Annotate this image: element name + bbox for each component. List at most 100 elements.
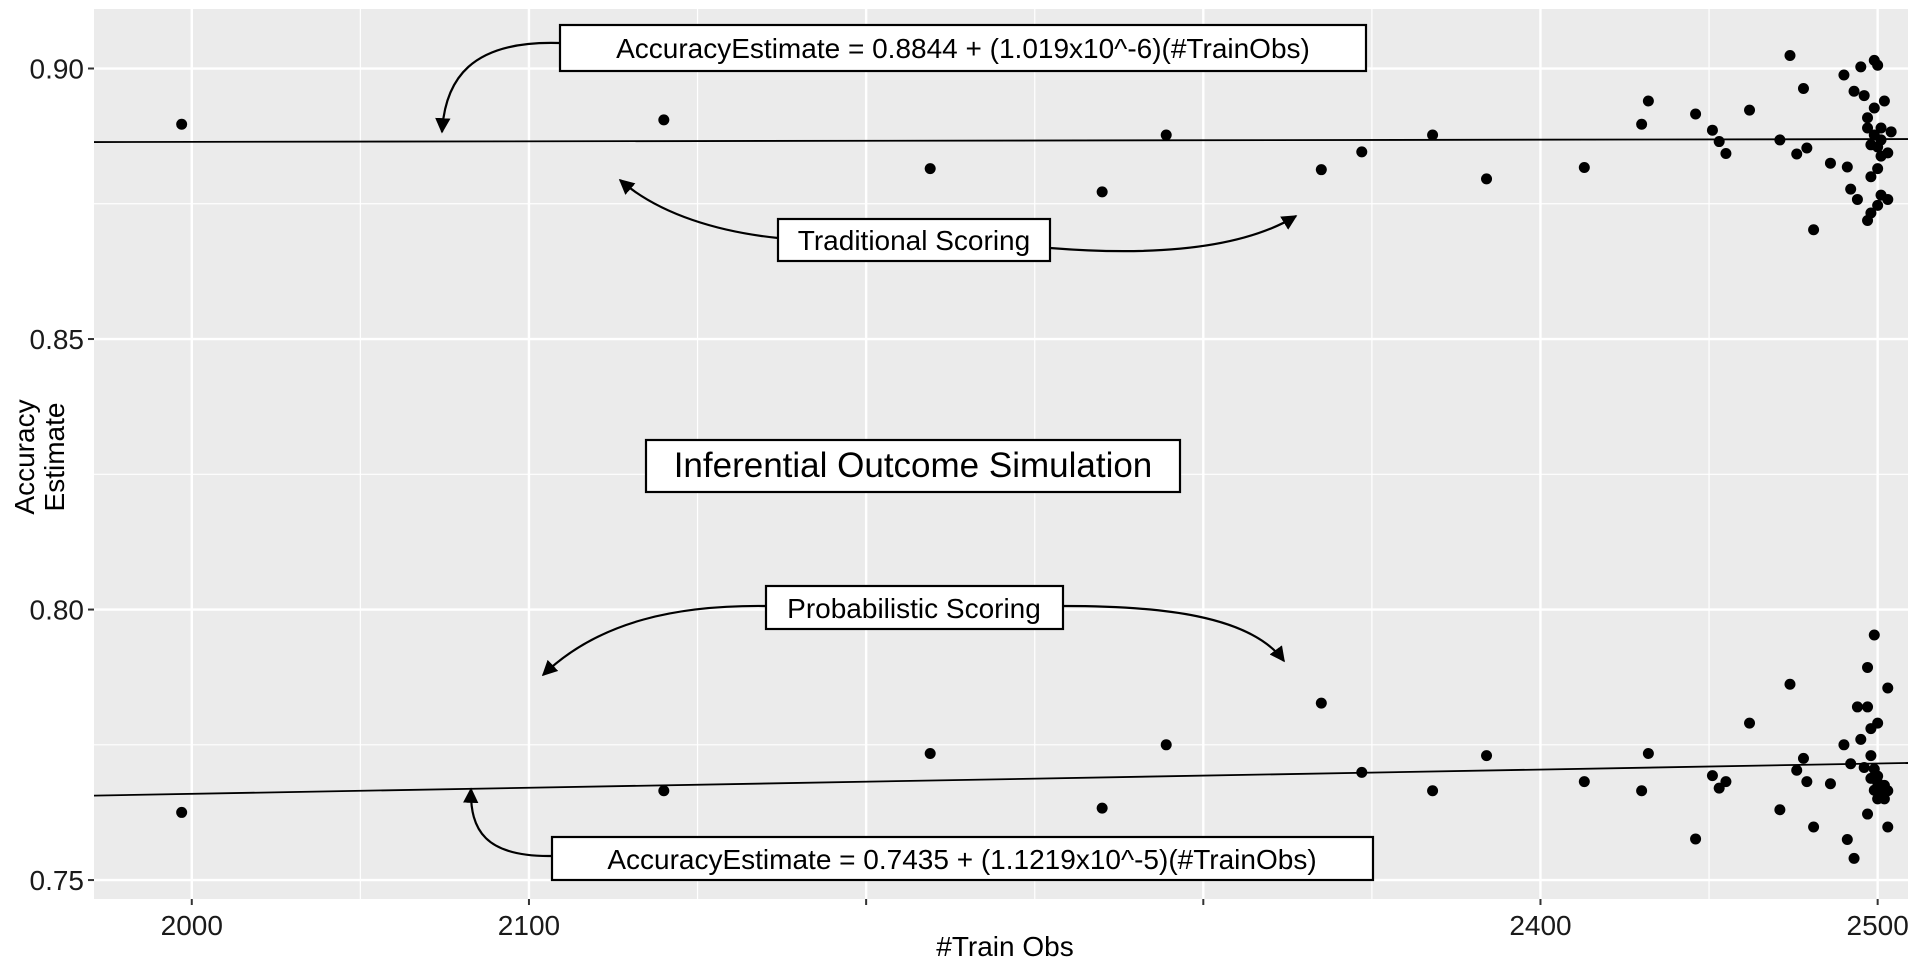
y-axis-title-line-1: Accuracy (9, 399, 40, 514)
data-point-series-2 (1848, 852, 1860, 864)
data-point-series-2 (658, 785, 670, 797)
probabilistic-left-arrow (541, 604, 767, 677)
data-point-series-2 (1868, 629, 1880, 641)
data-point-series-2 (1481, 750, 1493, 762)
x-axis-ticks: 2000 2100 2400 2500 (161, 899, 1909, 941)
data-point-series-1 (1848, 85, 1860, 97)
data-point-series-2 (1865, 750, 1877, 762)
data-point-series-2 (1855, 733, 1867, 745)
data-point-series-2 (1096, 802, 1108, 814)
data-point-series-1 (1797, 83, 1809, 95)
data-point-series-1 (1858, 90, 1870, 102)
y-tick-label: 0.90 (30, 54, 85, 85)
data-point-series-1 (1706, 124, 1718, 136)
data-point-series-1 (1315, 164, 1327, 176)
data-point-series-2 (1845, 758, 1857, 770)
data-point-series-2 (1858, 762, 1870, 774)
bottom-equation-box (550, 835, 1375, 882)
data-point-series-1 (1784, 50, 1796, 62)
y-tick-label: 0.80 (30, 595, 85, 626)
y-axis-ticks: 0.75 0.80 0.85 0.90 (30, 54, 94, 896)
y-axis-title: Accuracy Estimate (9, 399, 70, 514)
data-point-series-1 (1851, 193, 1863, 205)
data-point-series-1 (1824, 157, 1836, 169)
data-point-series-1 (1096, 186, 1108, 198)
bottom-equation-arrow (462, 787, 553, 858)
x-tick-label: 2100 (498, 910, 560, 941)
data-point-series-1 (1720, 147, 1732, 159)
bottom-equation-label: AccuracyEstimate = 0.7435 + (1.1219x10^-… (607, 844, 1316, 875)
x-tick-label: 2400 (1509, 910, 1571, 941)
data-point-series-1 (1872, 163, 1884, 175)
data-point-series-2 (1160, 739, 1172, 751)
data-point-series-1 (176, 118, 188, 130)
y-axis-title-line-2: Estimate (39, 403, 70, 512)
data-point-series-1 (1642, 95, 1654, 107)
center-title: Inferential Outcome Simulation (674, 446, 1153, 485)
data-point-series-2 (1838, 739, 1850, 751)
x-tick-label: 2000 (161, 910, 223, 941)
data-point-series-1 (1865, 207, 1877, 219)
y-tick-label: 0.85 (30, 324, 85, 355)
data-point-series-1 (1713, 136, 1725, 148)
x-axis-title: #Train Obs (936, 931, 1073, 962)
data-point-series-2 (1801, 776, 1813, 788)
data-point-series-2 (1808, 821, 1820, 833)
data-point-series-1 (1872, 59, 1884, 71)
top-equation-arrow (435, 41, 561, 134)
data-point-series-1 (1160, 129, 1172, 141)
data-point-series-1 (1875, 122, 1887, 134)
regression-lines (93, 138, 1909, 797)
data-point-series-2 (1882, 785, 1894, 797)
data-point-series-1 (1744, 104, 1756, 116)
y-tick-label: 0.75 (30, 865, 85, 896)
probabilistic-right-arrow (1062, 604, 1285, 663)
fit-line-1 (93, 138, 1909, 143)
data-point-series-1 (1838, 69, 1850, 81)
traditional-label: Traditional Scoring (798, 225, 1030, 256)
data-point-series-1 (1882, 147, 1894, 159)
data-point-series-2 (1862, 701, 1874, 713)
data-point-series-1 (1578, 162, 1590, 174)
data-point-series-2 (1862, 661, 1874, 673)
data-point-series-1 (1878, 95, 1890, 107)
data-point-series-2 (1882, 821, 1894, 833)
data-point-series-1 (1865, 171, 1877, 183)
traditional-left-arrow (618, 178, 779, 240)
data-point-series-2 (1427, 785, 1439, 797)
x-tick-label: 2500 (1847, 910, 1909, 941)
fit-line-2 (93, 762, 1909, 797)
data-point-series-1 (1427, 129, 1439, 141)
data-points (176, 50, 1897, 864)
data-point-series-2 (1774, 804, 1786, 816)
data-point-series-2 (176, 806, 188, 818)
traditional-right-arrow (1049, 215, 1298, 253)
data-point-series-2 (1315, 697, 1327, 709)
data-point-series-2 (1882, 682, 1894, 694)
data-point-series-1 (1862, 112, 1874, 124)
probabilistic-label: Probabilistic Scoring (787, 593, 1041, 624)
data-point-series-2 (1690, 833, 1702, 845)
data-point-series-1 (1872, 199, 1884, 211)
data-point-series-2 (1824, 778, 1836, 790)
data-point-series-2 (1720, 776, 1732, 788)
data-point-series-1 (1690, 108, 1702, 120)
data-point-series-2 (1706, 770, 1718, 782)
data-point-series-2 (1797, 752, 1809, 764)
data-point-series-1 (1855, 61, 1867, 73)
data-point-series-1 (1868, 102, 1880, 114)
data-point-series-2 (1642, 747, 1654, 759)
center-title-box (644, 438, 1182, 494)
data-point-series-1 (1481, 173, 1493, 185)
data-point-series-1 (1875, 134, 1887, 146)
data-point-series-2 (1851, 701, 1863, 713)
annotation-arrows (435, 41, 1298, 858)
data-point-series-1 (1845, 183, 1857, 195)
data-point-series-2 (1872, 770, 1884, 782)
data-point-series-2 (1841, 833, 1853, 845)
data-point-series-1 (1862, 122, 1874, 134)
data-point-series-1 (1808, 224, 1820, 236)
data-point-series-1 (1841, 161, 1853, 173)
data-point-series-1 (1774, 134, 1786, 146)
